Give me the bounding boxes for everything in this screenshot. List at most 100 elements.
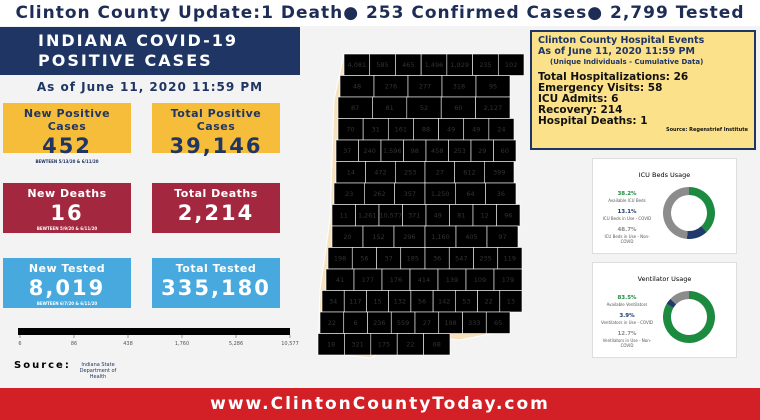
slice-pct: 83.5% [617, 295, 637, 301]
county-value: 68 [433, 341, 441, 349]
county-value: 34 [329, 298, 337, 306]
county-value: 13 [507, 298, 515, 306]
county-value: 253 [404, 169, 416, 177]
slice-pct: 3.9% [619, 313, 635, 319]
county-value: 1,496 [425, 61, 444, 69]
slice-name: ICU Beds in Use - Non-COVID [604, 234, 650, 244]
county-value: 22 [485, 298, 493, 306]
county-value: 96 [504, 212, 512, 220]
slice-pct: 12.7% [617, 331, 637, 337]
stat-value: 452 [42, 134, 92, 158]
county-value: 2,127 [483, 104, 502, 112]
county-value: 81 [385, 104, 393, 112]
county-value: 49 [472, 126, 480, 134]
county-value: 117 [349, 298, 361, 306]
county-value: 87 [351, 104, 359, 112]
stat-label: Total Positive Cases [170, 107, 262, 133]
stat-box: New Tested 8,019 BEWTEEN 6/7/20 & 6/11/20 [3, 258, 131, 308]
hosp-line: Emergency Visits: 58 [538, 82, 663, 94]
county-value: 458 [431, 147, 443, 155]
stat-value: 335,180 [161, 276, 271, 300]
county-value: 119 [504, 255, 516, 263]
legend-label: 6 [18, 341, 21, 347]
source-org: Indiana State Department of Health [79, 362, 117, 380]
donut-title: ICU Beds Usage [638, 171, 691, 179]
county-value: 88 [422, 126, 430, 134]
donut-panel: Ventilator Usage 83.5% Available Ventilato… [592, 262, 737, 358]
county-value: 1,596 [383, 147, 402, 155]
county-value: 52 [420, 104, 428, 112]
county-value: 65 [494, 319, 502, 327]
county-value: 18 [327, 341, 335, 349]
stat-note: BEWTEEN 6/7/20 & 6/11/20 [36, 301, 98, 306]
county-value: 23 [345, 190, 353, 198]
slice-name: Available ICU Beds [608, 198, 646, 203]
county-value: 60 [501, 147, 509, 155]
county-value: 36 [433, 255, 441, 263]
hosp-asof: As of June 11, 2020 11:59 PM [538, 46, 695, 57]
footer-url[interactable]: www.ClintonCountyToday.com [0, 388, 760, 420]
county-value: 357 [404, 190, 416, 198]
stat-value: 39,146 [169, 134, 263, 158]
county [499, 290, 523, 313]
donut-slice [666, 298, 677, 308]
donut-slice [686, 226, 707, 239]
county-value: 414 [418, 276, 430, 284]
county-value: 48 [353, 83, 361, 91]
hosp-line: Recovery: 214 [538, 104, 623, 116]
hosp-sub: (Unique Individuals - Cumulative Data) [550, 58, 704, 66]
county-value: 235 [479, 255, 491, 263]
as-of: As of June 11, 2020 11:59 PM [36, 80, 264, 94]
stat-box: New Deaths 16 BEWTEEN 5/9/20 & 6/11/20 [3, 183, 131, 233]
county-value: 585 [376, 61, 388, 69]
county-value: 15 [373, 298, 381, 306]
slice-name: Ventilators in Use - Non-COVID [602, 338, 652, 348]
county-value: 240 [364, 147, 376, 155]
banner-line: POSITIVE CASES [38, 51, 213, 70]
donut-title: Ventilator Usage [637, 275, 692, 283]
county-value: 24 [497, 126, 505, 134]
county-value: 14 [347, 169, 355, 177]
county [423, 333, 451, 356]
county-value: 36 [497, 190, 505, 198]
county-value: 399 [493, 169, 505, 177]
hosp-line: Hospital Deaths: 1 [538, 115, 648, 127]
county-value: 1,160 [431, 233, 450, 241]
county-value: 142 [438, 298, 450, 306]
county-value: 371 [408, 212, 420, 220]
county-value: 37 [343, 147, 351, 155]
stat-value: 2,214 [177, 201, 255, 225]
county-value: 405 [465, 233, 477, 241]
county-value: 49 [434, 212, 442, 220]
source-label: Source: [14, 360, 71, 371]
stat-label: Total Tested [175, 262, 257, 275]
county-value: 41 [336, 276, 344, 284]
stat-value: 16 [50, 201, 84, 225]
county-value: 152 [372, 233, 384, 241]
stat-note: BEWTEEN 5/9/20 & 6/11/20 [36, 226, 98, 231]
county [497, 53, 525, 76]
donut-slice [670, 291, 689, 305]
county-value: 95 [489, 83, 497, 91]
legend-label: 438 [123, 341, 133, 347]
county-value: 547 [455, 255, 467, 263]
stat-label: New Tested [28, 262, 106, 275]
legend-label: 10,577 [281, 341, 299, 347]
county-value: 10,577 [379, 212, 402, 220]
county-value: 12 [481, 212, 489, 220]
county-value: 198 [334, 255, 346, 263]
stat-box: Total Deaths 2,214 [152, 183, 280, 233]
county-value: 139 [446, 276, 458, 284]
stat-box: Total Tested 335,180 [152, 258, 280, 308]
county-value: 98 [411, 147, 419, 155]
county-value: 185 [407, 255, 419, 263]
legend: 6 86 438 1,760 5,286 10,577 [18, 328, 299, 347]
donut [663, 291, 715, 343]
banner: INDIANA COVID-19 POSITIVE CASES [0, 27, 300, 75]
county-value: 6 [354, 319, 358, 327]
stat-label: Total Deaths [174, 187, 258, 200]
county-value: 333 [468, 319, 480, 327]
county-value: 235 [479, 61, 491, 69]
donut-slice [663, 291, 715, 343]
